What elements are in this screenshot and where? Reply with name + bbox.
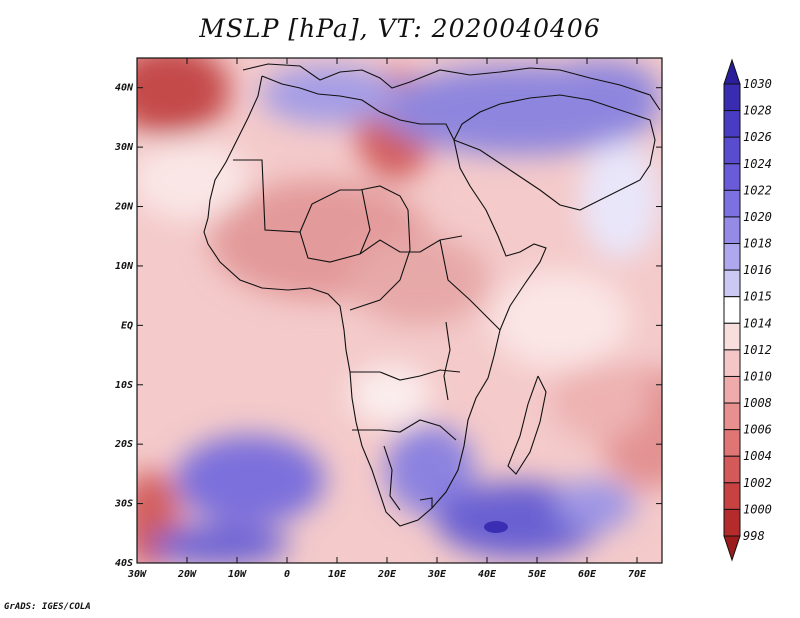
y-tick-label: 40N <box>115 83 134 94</box>
colorbar-box <box>723 189 741 218</box>
colorbar-box <box>723 216 741 245</box>
colorbar-box <box>723 455 741 484</box>
colorbar-label: 998 <box>743 529 765 543</box>
y-tick-label: 40S <box>115 558 133 569</box>
x-tick-label: 50E <box>528 569 547 580</box>
colorbar-label: 1006 <box>743 423 772 437</box>
y-tick-label: 20S <box>114 439 133 450</box>
colorbar-label: 1000 <box>743 502 772 516</box>
x-tick-label: 30W <box>127 569 147 580</box>
colorbar-box <box>723 429 741 457</box>
colorbar-box <box>723 243 741 271</box>
colorbar-box <box>723 296 741 324</box>
y-tick-label: 30N <box>114 142 134 153</box>
colorbar-bottom-arrow <box>723 535 741 562</box>
colorbar-box <box>723 110 741 138</box>
x-tick-label: 60E <box>578 569 597 580</box>
x-tick-label: 20W <box>177 569 197 580</box>
credit-text: GrADS: IGES/COLA <box>4 602 91 612</box>
axis-ticks: 30W 20W 10W 0 10E 20E 30E 40E 50E 60E 70E 40N 30N 20N… <box>114 58 662 580</box>
colorbar-box <box>723 83 741 112</box>
colorbar: 1030 1028 1026 1024 1022 1020 1018 1016 1015 1014… <box>723 58 772 562</box>
colorbar-label: 1020 <box>743 210 772 224</box>
colorbar-box <box>723 508 741 537</box>
colorbar-label: 1024 <box>743 157 772 171</box>
pressure-field <box>137 58 662 563</box>
coastlines <box>203 63 661 527</box>
colorbar-box <box>723 482 741 510</box>
colorbar-box <box>723 322 741 351</box>
y-tick-label: EQ <box>121 320 133 331</box>
colorbar-label: 1014 <box>743 316 772 330</box>
colorbar-label: 1028 <box>743 104 772 118</box>
colorbar-label: 1008 <box>743 396 772 410</box>
colorbar-box <box>723 269 741 298</box>
colorbar-label: 1026 <box>743 130 772 144</box>
colorbar-label: 1002 <box>743 476 772 490</box>
colorbar-label: 1010 <box>743 369 772 383</box>
x-tick-label: 40E <box>478 569 497 580</box>
y-tick-label: 10S <box>115 380 133 391</box>
x-tick-label: 30E <box>427 569 447 580</box>
x-tick-label: 10W <box>228 569 247 580</box>
y-tick-label: 30S <box>114 499 133 510</box>
colorbar-label: 1012 <box>743 343 772 357</box>
colorbar-label: 1004 <box>743 449 772 463</box>
colorbar-label: 1016 <box>743 263 772 277</box>
x-tick-label: 10E <box>328 569 347 580</box>
x-tick-label: 20E <box>377 569 397 580</box>
colorbar-label: 1018 <box>743 237 772 251</box>
y-tick-label: 20N <box>114 202 134 213</box>
colorbar-box <box>723 375 741 404</box>
colorbar-box <box>723 349 741 377</box>
colorbar-box <box>723 136 741 165</box>
x-tick-label: 0 <box>284 569 290 580</box>
y-tick-label: 10N <box>115 261 134 272</box>
page-title: MSLP [hPa], VT: 2020040406 <box>199 14 601 43</box>
map-frame <box>136 57 663 564</box>
colorbar-label: 1022 <box>743 183 772 197</box>
colorbar-box <box>723 402 741 431</box>
x-tick-label: 70E <box>628 569 647 580</box>
colorbar-label: 1030 <box>743 77 772 91</box>
colorbar-label: 1015 <box>743 290 772 304</box>
colorbar-top-arrow <box>723 58 741 85</box>
colorbar-box <box>723 163 741 191</box>
